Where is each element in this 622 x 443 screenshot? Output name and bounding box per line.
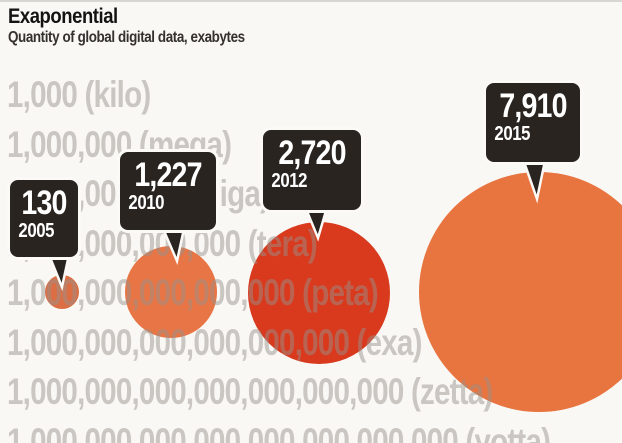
callout-2005-value: 130 (21, 184, 67, 222)
top-border-line (0, 0, 622, 2)
callout-2010-value: 1,227 (134, 156, 202, 194)
callout-2015-value: 7,910 (499, 87, 567, 125)
scale-row-yotta: 1,000,000,000,000,000,000,000,000 (yotta… (7, 421, 551, 443)
callout-2015-year: 2015 (494, 122, 531, 145)
scale-row-kilo: 1,000 (kilo) (7, 74, 151, 115)
callout-2010-year: 2010 (128, 191, 165, 214)
scale-row-peta: 1,000,000,000,000,000 (peta) (7, 272, 379, 313)
callout-2012-year: 2012 (271, 169, 308, 192)
callout-2005: 130 2005 (7, 177, 81, 260)
chart-subtitle: Quantity of global digital data, exabyte… (8, 29, 245, 46)
callout-2005-year: 2005 (18, 219, 55, 242)
callout-2010: 1,227 2010 (117, 149, 219, 233)
bubble-2015 (419, 172, 622, 412)
chart-title: Exaponential (8, 5, 118, 28)
scale-row-exa: 1,000,000,000,000,000,000 (exa) (7, 322, 422, 363)
callout-2012: 2,720 2012 (260, 127, 364, 213)
callout-2015: 7,910 2015 (483, 80, 583, 165)
bubble-2012 (248, 222, 390, 364)
scale-row-zetta: 1,000,000,000,000,000,000,000 (zetta) (7, 371, 493, 412)
callout-2012-value: 2,720 (278, 134, 346, 172)
